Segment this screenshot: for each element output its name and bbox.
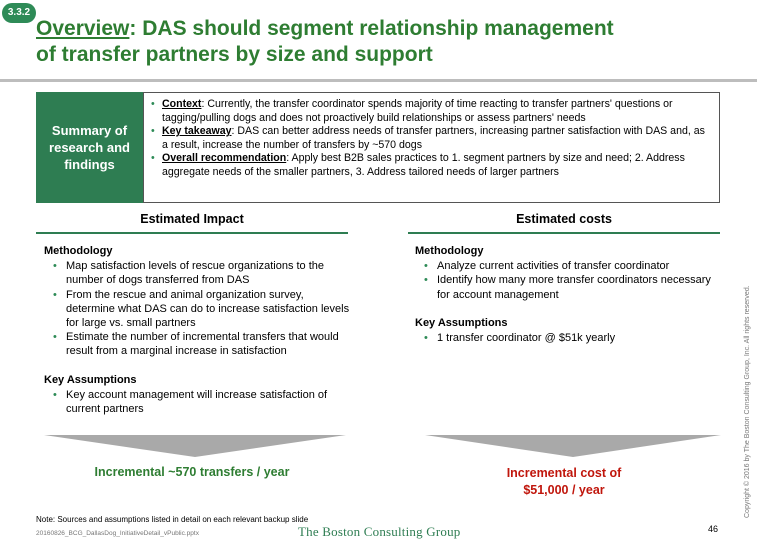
costs-methodology-list: Analyze current activities of transfer c…	[415, 259, 720, 302]
impact-heading: Estimated Impact	[140, 212, 244, 226]
impact-assumptions-list: Key account management will increase sat…	[44, 388, 350, 416]
list-item: Map satisfaction levels of rescue organi…	[53, 259, 350, 287]
page-title: Overview: DAS should segment relationshi…	[36, 16, 716, 68]
summary-label-box: Summary of research and findings	[36, 92, 143, 203]
section-badge: 3.3.2	[2, 3, 36, 23]
summary-bullet: Overall recommendation: Apply best B2B s…	[151, 152, 711, 179]
footnote: Note: Sources and assumptions listed in …	[36, 515, 309, 524]
list-item: Analyze current activities of transfer c…	[424, 259, 720, 273]
summary-bullet: Context: Currently, the transfer coordin…	[151, 98, 711, 125]
costs-assumptions-label: Key Assumptions	[415, 316, 508, 329]
list-item: Identify how many more transfer coordina…	[424, 273, 720, 301]
impact-heading-rule	[36, 232, 348, 234]
list-item: Key account management will increase sat…	[53, 388, 350, 416]
summary-list: Context: Currently, the transfer coordin…	[151, 98, 711, 180]
costs-body: Methodology Analyze current activities o…	[415, 244, 720, 345]
list-item: 1 transfer coordinator @ $51k yearly	[424, 331, 720, 345]
summary-bullet-label: Key takeaway	[162, 125, 232, 138]
page-number: 46	[708, 524, 719, 534]
impact-methodology-label: Methodology	[44, 245, 113, 257]
title-lead: Overview	[36, 17, 130, 40]
costs-result: Incremental cost of $51,000 / year	[408, 465, 720, 499]
summary-bullet-label: Overall recommendation	[162, 152, 287, 165]
summary-bullet-text: : Apply best B2B sales practices to 1. s…	[162, 152, 685, 178]
impact-methodology-list: Map satisfaction levels of rescue organi…	[44, 259, 350, 358]
summary-bullet-text: : DAS can better address needs of transf…	[162, 125, 705, 151]
costs-result-line2: $51,000 / year	[523, 483, 605, 497]
title-line2: of transfer partners by size and support	[36, 43, 433, 66]
costs-assumptions-list: 1 transfer coordinator @ $51k yearly	[415, 331, 720, 345]
costs-methodology-label: Methodology	[415, 245, 484, 257]
summary-bullet-label: Context	[162, 98, 202, 110]
bcg-logo: The Boston Consulting Group	[298, 524, 461, 539]
costs-down-arrow	[425, 435, 721, 457]
title-divider	[0, 79, 757, 82]
impact-body: Methodology Map satisfaction levels of r…	[44, 244, 350, 416]
title-rest: : DAS should segment relationship manage…	[129, 17, 614, 40]
costs-heading: Estimated costs	[516, 212, 612, 226]
impact-result: Incremental ~570 transfers / year	[94, 465, 290, 479]
summary-panel: Context: Currently, the transfer coordin…	[143, 92, 720, 203]
costs-heading-rule	[408, 232, 720, 234]
list-item: From the rescue and animal organization …	[53, 288, 350, 331]
summary-bullet-text: : Currently, the transfer coordinator sp…	[162, 98, 673, 124]
copyright-notice: Copyright © 2016 by The Boston Consultin…	[744, 285, 751, 518]
costs-result-line1: Incremental cost of	[506, 466, 622, 480]
list-item: Estimate the number of incremental trans…	[53, 330, 350, 358]
impact-assumptions-label: Key Assumptions	[44, 373, 137, 386]
summary-label: Summary of research and findings	[49, 123, 130, 172]
summary-bullet: Key takeaway: DAS can better address nee…	[151, 125, 711, 152]
impact-down-arrow	[44, 435, 346, 457]
file-name: 20160826_BCG_DallasDog_InitiativeDetail_…	[36, 530, 199, 537]
